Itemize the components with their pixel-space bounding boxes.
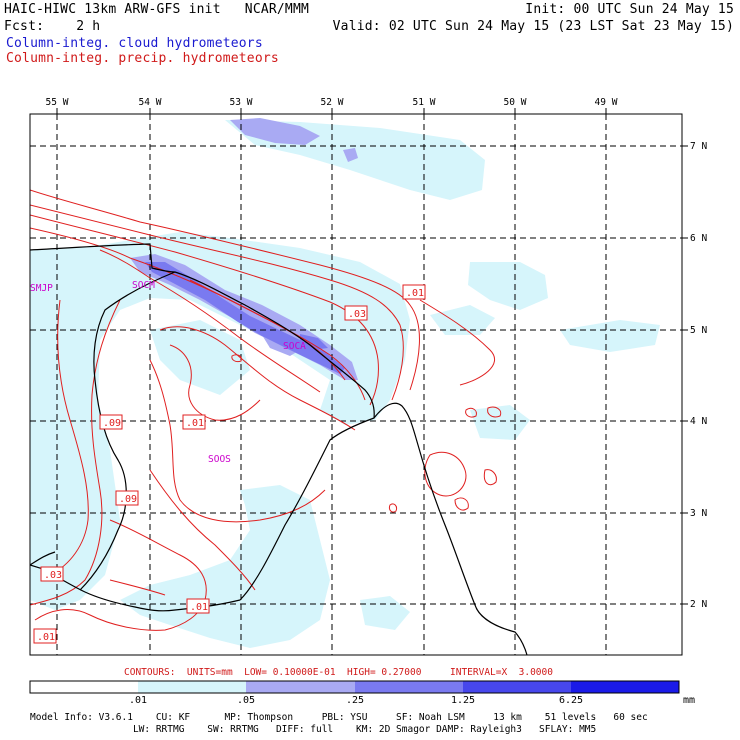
- colorbar-tick: .01: [128, 695, 148, 706]
- model-info-line1: Model Info: V3.6.1 CU: KF MP: Thompson P…: [30, 712, 648, 723]
- precip-field-label: Column-integ. precip. hydrometeors: [6, 51, 279, 66]
- lon-label: 52 W: [321, 97, 344, 108]
- contour-labels: .01 .03 .09 .01 .09 .03: [33, 284, 426, 644]
- lon-label: 51 W: [413, 97, 436, 108]
- svg-text:.03: .03: [348, 309, 366, 320]
- lon-label: 54 W: [139, 97, 162, 108]
- map-plot-area: SMJP SOCM SOCA SOOS .01 .03 .09 .01: [30, 114, 682, 655]
- model-info-line2: LW: RRTMG SW: RRTMG DIFF: full KM: 2D Sm…: [30, 724, 597, 735]
- svg-text:.09: .09: [119, 494, 137, 505]
- contour-label: .01: [186, 598, 210, 614]
- colorbar-tick: .25: [345, 695, 365, 706]
- valid-time: Valid: 02 UTC Sun 24 May 15 (23 LST Sat …: [332, 19, 734, 34]
- contour-info: CONTOURS: UNITS=mm LOW= 0.10000E-01 HIGH…: [124, 667, 553, 678]
- contour-label: .09: [99, 414, 123, 430]
- contour-label: .01: [402, 284, 426, 300]
- plot-frame: [29, 113, 683, 656]
- contour-label: .09: [115, 490, 139, 506]
- svg-text:.03: .03: [44, 570, 62, 581]
- title-line: HAIC-HIWC 13km ARW-GFS init NCAR/MMM: [4, 2, 310, 17]
- svg-text:.09: .09: [103, 418, 121, 429]
- contour-label: .03: [40, 566, 64, 582]
- lat-label: 4 N: [690, 416, 707, 427]
- lat-label: 2 N: [690, 599, 707, 610]
- init-time: Init: 00 UTC Sun 24 May 15: [525, 2, 734, 17]
- lon-label: 55 W: [46, 97, 69, 108]
- contour-label: .01: [182, 414, 206, 430]
- svg-text:.01: .01: [190, 602, 208, 613]
- lat-lon-grid: [30, 114, 682, 655]
- colorbar-unit: mm: [682, 695, 696, 706]
- colorbar-tick: .05: [236, 695, 256, 706]
- colorbar: [29, 680, 680, 694]
- colorbar-tick: 6.25: [558, 695, 584, 706]
- lon-ticks: [56, 108, 607, 114]
- precip-contours: [30, 189, 502, 631]
- contour-label: .01: [33, 628, 57, 644]
- station-soos: SOOS: [208, 454, 231, 465]
- lat-label: 6 N: [690, 233, 707, 244]
- svg-text:.01: .01: [186, 418, 204, 429]
- cloud-field-label: Column-integ. cloud hydrometeors: [6, 36, 263, 51]
- lat-label: 5 N: [690, 325, 707, 336]
- lat-label: 7 N: [690, 141, 707, 152]
- svg-text:.01: .01: [37, 632, 55, 643]
- contour-label: .03: [344, 305, 368, 321]
- lon-label: 53 W: [230, 97, 253, 108]
- cloud-shading-light: [30, 120, 660, 648]
- station-smjp: SMJP: [30, 283, 53, 294]
- lon-label: 50 W: [504, 97, 527, 108]
- forecast-hour: Fcst: 2 h: [4, 19, 101, 34]
- station-labels: SMJP SOCM SOCA SOOS: [30, 280, 306, 465]
- lon-label: 49 W: [595, 97, 618, 108]
- cloud-shading-dark: [145, 262, 345, 374]
- lat-label: 3 N: [690, 508, 707, 519]
- svg-text:.01: .01: [406, 288, 424, 299]
- station-soca: SOCA: [283, 341, 306, 352]
- lat-ticks: [682, 145, 688, 605]
- station-socm: SOCM: [132, 280, 155, 291]
- colorbar-tick: 1.25: [450, 695, 476, 706]
